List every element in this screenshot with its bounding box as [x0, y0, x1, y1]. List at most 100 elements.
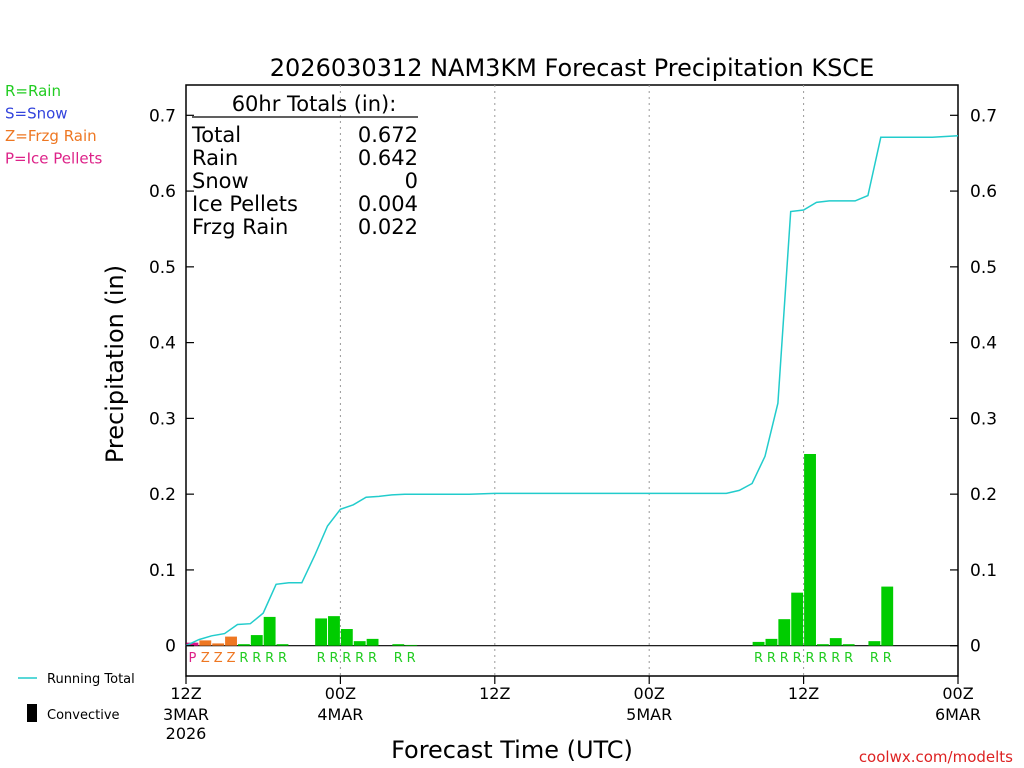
running-total-line — [185, 135, 959, 647]
y-tick-label: 0.1 — [970, 561, 997, 581]
precip-type-label: R — [317, 651, 326, 666]
y-tick-label: 0.3 — [149, 409, 176, 429]
precip-bar — [212, 643, 225, 646]
precip-type-legend-item: Z=Frzg Rain — [5, 127, 97, 145]
y-tick-label: 0.7 — [149, 106, 176, 126]
totals-row-label: Frzg Rain — [192, 215, 288, 239]
precip-type-legend: R=Rain S=Snow Z=Frzg Rain P=Ice Pellets — [5, 82, 102, 168]
totals-row-label: Total — [191, 123, 241, 147]
precip-bar — [237, 644, 250, 646]
precip-type-label: R — [278, 651, 287, 666]
x-tick-label: 00Z — [634, 684, 665, 703]
precip-type-label: R — [407, 651, 416, 666]
y-tick-label: 0.2 — [970, 485, 997, 505]
totals-row-label: Rain — [192, 146, 238, 170]
convective-legend-label: Convective — [47, 708, 120, 723]
x-tick-year-label: 2026 — [166, 724, 207, 743]
precip-bar — [816, 644, 829, 646]
precip-type-legend-item: P=Ice Pellets — [5, 150, 102, 168]
precip-type-label: Z — [227, 651, 236, 666]
x-tick-date-label: 5MAR — [626, 705, 672, 724]
totals-table: 60hr Totals (in): Total 0.672 Rain 0.642 Sno… — [191, 92, 418, 239]
y-tick-label: 0.5 — [970, 258, 997, 278]
totals-row-value: 0.642 — [358, 146, 418, 170]
precip-type-label: Z — [201, 651, 210, 666]
precip-bar — [276, 644, 289, 646]
precip-bar — [199, 640, 212, 646]
precip-bar — [405, 644, 418, 646]
y-tick-label: 0.6 — [970, 182, 997, 202]
y-tick-label: 0.1 — [149, 561, 176, 581]
totals-row-value: 0.004 — [358, 192, 418, 216]
credit-text: coolwx.com/modelts — [859, 748, 1013, 766]
precip-bar — [315, 618, 328, 646]
y-axis-left: 0 0.1 0.2 0.3 0.4 0.5 0.6 0.7 — [149, 106, 194, 657]
precip-type-label: R — [831, 651, 840, 666]
y-tick-label: 0.3 — [970, 409, 997, 429]
plot-frame — [185, 84, 959, 677]
precip-type-label: R — [844, 651, 853, 666]
precip-type-legend-item: R=Rain — [5, 82, 61, 100]
precip-type-label: R — [252, 651, 261, 666]
x-tick-label: 00Z — [325, 684, 356, 703]
totals-row-label: Ice Pellets — [192, 192, 298, 216]
precip-type-legend-item: S=Snow — [5, 105, 68, 123]
precip-type-label: R — [342, 651, 351, 666]
precip-type-label: P — [189, 651, 197, 666]
precip-type-label: R — [754, 651, 763, 666]
precip-bar — [868, 641, 881, 646]
x-tick-label: 00Z — [942, 684, 973, 703]
precip-type-label: R — [870, 651, 879, 666]
precip-bar — [765, 638, 778, 646]
y-tick-label: 0.4 — [149, 334, 176, 354]
precip-type-label: R — [394, 651, 403, 666]
precip-bar — [804, 453, 816, 646]
precip-bar — [752, 641, 765, 646]
y-tick-label: 0.4 — [970, 334, 997, 354]
totals-row-value: 0 — [405, 169, 418, 193]
precip-type-label: R — [780, 651, 789, 666]
precip-bar — [392, 644, 405, 646]
precip-type-label: R — [767, 651, 776, 666]
y-tick-label: 0 — [165, 637, 176, 657]
precip-bar — [366, 638, 379, 646]
totals-row-value: 0.672 — [358, 123, 418, 147]
chart-title: 2026030312 NAM3KM Forecast Precipitation… — [270, 54, 874, 82]
x-tick-date-label: 4MAR — [317, 705, 363, 724]
precip-bars — [186, 453, 894, 646]
y-tick-label: 0.5 — [149, 258, 176, 278]
precip-type-label: R — [883, 651, 892, 666]
precip-type-label: R — [265, 651, 274, 666]
x-axis-label: Forecast Time (UTC) — [391, 736, 633, 764]
y-tick-label: 0 — [970, 637, 981, 657]
precip-bar — [263, 616, 276, 646]
y-tick-label: 0.6 — [149, 182, 176, 202]
precip-type-label: Z — [214, 651, 223, 666]
precip-type-label: R — [818, 651, 827, 666]
precip-type-label: R — [355, 651, 364, 666]
x-tick-label: 12Z — [788, 684, 819, 703]
precip-bar — [881, 586, 894, 646]
precip-bar — [778, 619, 791, 646]
precip-bar — [340, 629, 353, 646]
running-total-polyline — [185, 135, 959, 647]
precip-type-label: R — [329, 651, 338, 666]
series-legend: Running Total Convective — [18, 672, 135, 723]
precip-bar — [791, 592, 804, 646]
y-tick-label: 0.7 — [970, 106, 997, 126]
precip-bar — [250, 635, 263, 646]
y-axis-label: Precipitation (in) — [101, 265, 129, 463]
x-tick-label: 12Z — [479, 684, 510, 703]
totals-heading: 60hr Totals (in): — [232, 92, 397, 116]
precip-type-label: R — [806, 651, 815, 666]
precip-bar — [186, 642, 199, 646]
precip-bar — [842, 644, 855, 646]
precip-type-label: R — [368, 651, 377, 666]
precip-type-label: R — [793, 651, 802, 666]
convective-legend-swatch — [27, 704, 37, 722]
running-total-legend-label: Running Total — [47, 672, 135, 687]
grid-lines — [339, 85, 805, 676]
precip-type-label: R — [239, 651, 248, 666]
